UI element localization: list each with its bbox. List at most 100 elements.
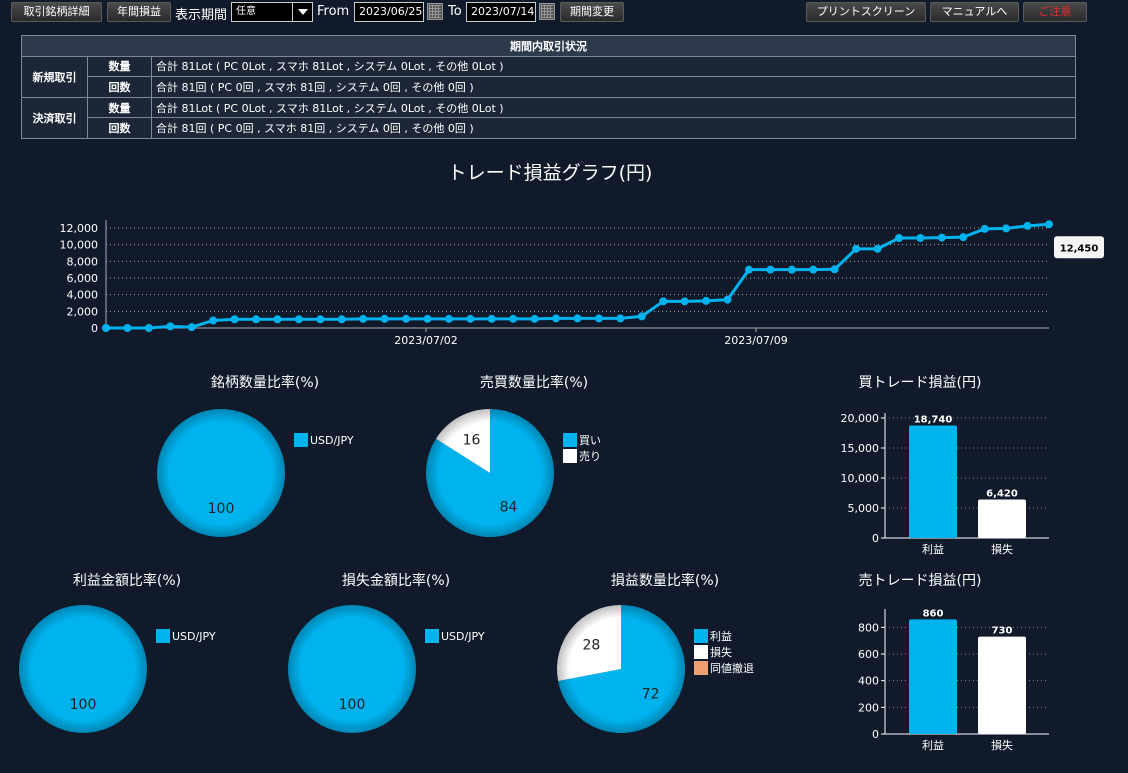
annual-pnl-button[interactable]: 年間損益 — [107, 2, 171, 22]
legend-label: 売り — [579, 450, 601, 463]
x-tick-label: 2023/07/09 — [724, 334, 787, 347]
change-period-button[interactable]: 期間変更 — [560, 2, 624, 22]
trade-summary-table: 期間内取引状況 新規取引 数量 合計 81Lot ( PC 0Lot , スマホ… — [21, 35, 1076, 139]
pie-shade — [157, 409, 285, 537]
data-point — [466, 314, 475, 323]
loss-amount-ratio-title: 損失金額比率(%) — [341, 573, 451, 589]
legend-label: 利益 — [710, 629, 732, 643]
y-tick-label: 800 — [858, 621, 879, 634]
x-tick-label: 2023/07/02 — [394, 334, 457, 347]
legend-label: 同値撤退 — [710, 661, 754, 675]
legend-swatch — [694, 629, 708, 643]
data-point — [766, 265, 775, 274]
print-screen-button[interactable]: プリントスクリーン — [806, 2, 926, 22]
pie-shade — [557, 605, 685, 733]
y-tick-label: 10,000 — [841, 472, 880, 485]
data-point — [294, 315, 303, 324]
data-point — [594, 314, 603, 323]
row-value: 合計 81回 ( PC 0回 , スマホ 81回 , システム 0回 , その他… — [151, 76, 1076, 98]
data-point — [209, 316, 218, 325]
tooltip-box — [1054, 236, 1104, 259]
legend-swatch — [694, 661, 708, 675]
legend-swatch — [563, 433, 577, 447]
data-point — [273, 315, 282, 324]
data-point — [359, 314, 368, 323]
row-value: 合計 81Lot ( PC 0Lot , スマホ 81Lot , システム 0L… — [151, 96, 1076, 119]
data-point — [873, 244, 882, 253]
period-select-value: 任意 — [236, 6, 256, 17]
symbol-ratio-title: 銘柄数量比率(%) — [210, 375, 320, 391]
data-point — [1023, 221, 1032, 230]
data-point — [1045, 220, 1053, 229]
y-tick-label: 4,000 — [67, 289, 99, 302]
data-point — [916, 234, 925, 242]
legend-label: USD/JPY — [172, 630, 216, 643]
bar — [909, 619, 957, 734]
profit-amount-ratio-title: 利益金額比率(%) — [72, 573, 182, 589]
trade-detail-button[interactable]: 取引銘柄詳細 — [11, 2, 102, 22]
side-ratio-title: 売買数量比率(%) — [479, 375, 589, 391]
from-date-input[interactable]: 2023/06/25 — [354, 2, 424, 22]
x-tick-label: 損失 — [991, 542, 1013, 556]
y-tick-label: 2,000 — [67, 305, 99, 318]
legend-swatch — [294, 433, 308, 447]
y-tick-label: 8,000 — [67, 255, 99, 268]
table-row: 新規取引 数量 合計 81Lot ( PC 0Lot , スマホ 81Lot ,… — [21, 55, 1076, 98]
legend-swatch — [694, 645, 708, 659]
data-point — [787, 265, 796, 274]
y-tick-label: 15,000 — [841, 442, 880, 455]
data-point — [487, 314, 496, 323]
y-tick-label: 6,000 — [67, 272, 99, 285]
chevron-down-icon[interactable] — [292, 3, 312, 21]
data-point — [573, 314, 582, 323]
table-row: 回数 合計 81回 ( PC 0回 , スマホ 81回 , システム 0回 , … — [22, 117, 1076, 139]
legend-swatch — [563, 449, 577, 463]
bar-value-label: 730 — [992, 626, 1013, 637]
y-tick-label: 5,000 — [848, 502, 880, 515]
data-point — [187, 323, 196, 332]
sell-pnl-title: 売トレード損益(円) — [858, 573, 982, 589]
bar-value-label: 18,740 — [914, 415, 953, 426]
row-group-close: 決済取引 — [21, 96, 88, 139]
data-point — [723, 295, 732, 304]
data-point — [166, 322, 175, 331]
calendar-icon[interactable] — [427, 3, 443, 20]
from-label: From — [317, 4, 350, 19]
table-row: 回数 合計 81回 ( PC 0回 , スマホ 81回 , システム 0回 , … — [22, 76, 1076, 98]
y-tick-label: 0 — [872, 728, 879, 741]
data-point — [894, 234, 903, 242]
row-value: 合計 81回 ( PC 0回 , スマホ 81回 , システム 0回 , その他… — [151, 117, 1076, 139]
tooltip-label: 12,450 — [1060, 243, 1099, 254]
data-point — [659, 297, 668, 306]
data-point — [444, 314, 453, 323]
pnl-line-chart-title: トレード損益グラフ(円) — [447, 162, 653, 184]
y-tick-label: 200 — [858, 701, 879, 714]
data-point — [980, 224, 989, 233]
pnl-line-chart: 0 2,000 4,000 6,000 8,000 10,000 12,000 2023/07… — [60, 220, 1104, 347]
row-sub-label: 回数 — [87, 117, 152, 139]
y-tick-label: 10,000 — [60, 239, 99, 252]
row-sub-label: 回数 — [87, 76, 152, 98]
y-tick-label: 12,000 — [60, 222, 99, 235]
table-row: 決済取引 数量 合計 81Lot ( PC 0Lot , スマホ 81Lot ,… — [21, 96, 1076, 139]
legend-label: 損失 — [710, 645, 732, 659]
period-select[interactable]: 任意 — [231, 2, 313, 22]
bar-value-label: 860 — [923, 608, 944, 619]
pie-shade — [19, 605, 147, 733]
pnl-count-ratio-title: 損益数量比率(%) — [610, 573, 720, 589]
bar — [978, 499, 1026, 538]
to-label: To — [448, 4, 462, 19]
data-point — [830, 265, 839, 274]
to-date-input[interactable]: 2023/07/14 — [466, 2, 536, 22]
calendar-icon[interactable] — [539, 3, 555, 20]
legend-swatch — [156, 629, 170, 643]
manual-button[interactable]: マニュアルへ — [930, 2, 1019, 22]
data-point — [959, 233, 968, 242]
row-value: 合計 81Lot ( PC 0Lot , スマホ 81Lot , システム 0L… — [151, 55, 1076, 78]
data-point — [252, 315, 261, 324]
data-point — [509, 314, 518, 323]
data-point — [230, 315, 239, 324]
caution-button[interactable]: ご注意 — [1023, 2, 1087, 22]
y-tick-label: 20,000 — [841, 412, 880, 425]
